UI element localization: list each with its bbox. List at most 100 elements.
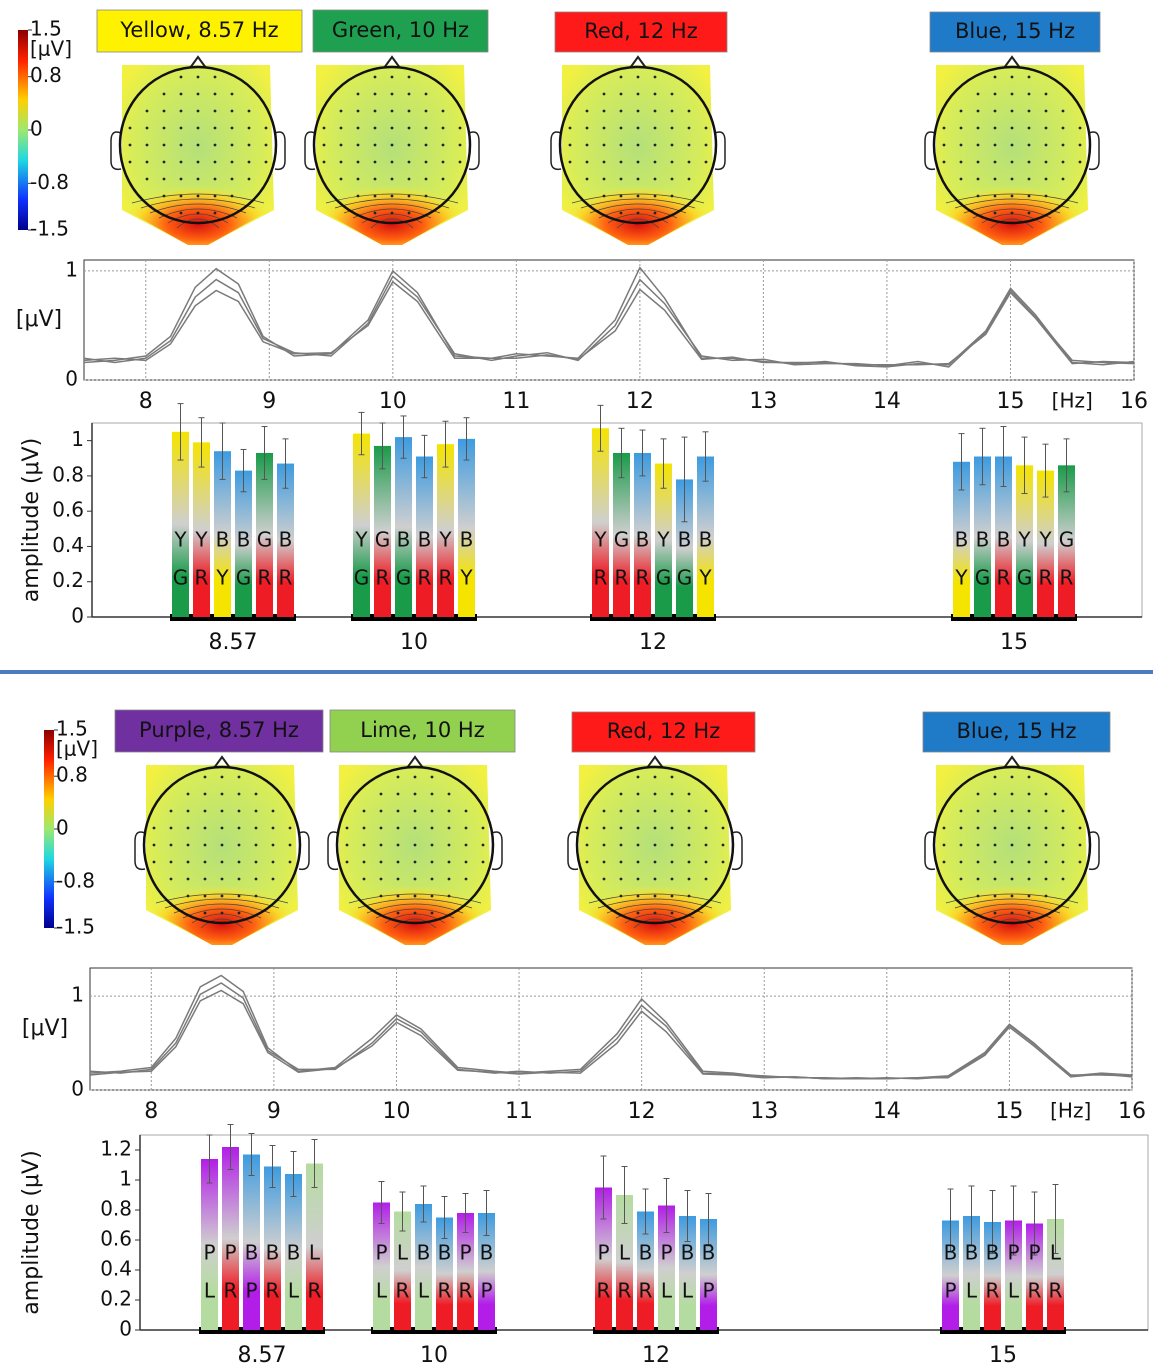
x-tick-label: 10 [382, 1099, 410, 1124]
electrode [619, 877, 623, 881]
topomap-hotspot [940, 875, 1084, 945]
bar-top-letter: L [619, 1241, 631, 1265]
electrode [379, 792, 383, 796]
electrode [288, 843, 292, 847]
contour [963, 203, 1061, 214]
electrode [619, 843, 623, 847]
x-unit: [Hz] [1050, 1099, 1091, 1123]
bar-bottom-letter: R [438, 1279, 452, 1303]
bar [655, 463, 672, 617]
electrode [196, 177, 200, 181]
electrode [447, 843, 451, 847]
bar-top-letter: B [955, 528, 969, 552]
bar-top-letter: B [266, 1241, 280, 1265]
topomap [924, 55, 1100, 245]
electrode [619, 92, 623, 96]
electrode [362, 843, 366, 847]
electrode [1027, 775, 1031, 779]
electrode [1044, 92, 1048, 96]
electrode [441, 109, 445, 113]
electrode [636, 143, 640, 147]
electrode [619, 894, 623, 898]
bar-bottom-letter: R [636, 566, 650, 590]
nose [1003, 755, 1021, 769]
ear [731, 831, 743, 871]
electrode [670, 809, 674, 813]
electrode [220, 809, 224, 813]
x-tick-label: 11 [502, 389, 530, 414]
bar-top-letter: B [287, 1241, 301, 1265]
condition-label: Lime, 10 Hz [360, 718, 484, 742]
bar-top-letter: P [459, 1241, 471, 1265]
topomap [567, 755, 743, 945]
electrode [687, 177, 691, 181]
y-tick-label: 0.8 [52, 462, 84, 486]
electrode [1061, 809, 1065, 813]
y-tick-label: 1.2 [100, 1137, 132, 1161]
electrode [169, 843, 173, 847]
electrode [653, 792, 657, 796]
bar-bottom-letter: R [258, 566, 272, 590]
electrode [602, 860, 606, 864]
electrode [339, 109, 343, 113]
electrode [993, 211, 997, 215]
colorbar-label: 0 [56, 816, 69, 840]
electrode [1027, 809, 1031, 813]
electrode [1061, 843, 1065, 847]
electrode [447, 894, 451, 898]
bar-bottom-letter: G [396, 566, 412, 590]
group-baseline [351, 614, 477, 621]
condition-box [571, 711, 756, 753]
electrode [959, 877, 963, 881]
electrode [396, 826, 400, 830]
bar-top-letter: L [309, 1241, 321, 1265]
electrode [145, 143, 149, 147]
head-outline [142, 765, 302, 925]
bar [306, 1163, 323, 1330]
electrode [288, 860, 292, 864]
x-tick-label: 12 [626, 389, 654, 414]
contour [945, 893, 1079, 904]
electrode [1044, 143, 1048, 147]
condition-label: Purple, 8.57 Hz [139, 718, 299, 742]
electrode [636, 809, 640, 813]
electrode [128, 143, 132, 147]
ear [304, 131, 316, 171]
electrode [464, 809, 468, 813]
y-axis-label: [μV] [16, 307, 62, 332]
bar-bottom-letter: R [308, 1279, 322, 1303]
ear [468, 131, 480, 171]
bar-top-letter: G [257, 528, 273, 552]
electrode [162, 92, 166, 96]
electrode [1027, 177, 1031, 181]
electrode [993, 826, 997, 830]
electrode [179, 177, 183, 181]
electrode [959, 843, 963, 847]
bar [1037, 470, 1054, 617]
electrode [430, 792, 434, 796]
nose [189, 55, 207, 69]
bar [595, 1187, 612, 1330]
bar [700, 1219, 717, 1330]
electrode [322, 143, 326, 147]
electrode [687, 143, 691, 147]
electrode [128, 160, 132, 164]
bar-bottom-letter: R [279, 566, 293, 590]
bar [373, 1202, 390, 1330]
electrode [430, 877, 434, 881]
electrode [1061, 126, 1065, 130]
contour [348, 893, 482, 904]
x-tick-label: 9 [267, 1099, 281, 1124]
electrode [396, 877, 400, 881]
electrode [585, 143, 589, 147]
electrode [186, 809, 190, 813]
electrode [1078, 860, 1082, 864]
x-tick-label: 8.57 [209, 630, 258, 655]
electrode [213, 160, 217, 164]
electrode [1010, 211, 1014, 215]
electrode [230, 177, 234, 181]
electrode [653, 809, 657, 813]
electrode [169, 860, 173, 864]
electrode [1027, 894, 1031, 898]
electrode [458, 126, 462, 130]
